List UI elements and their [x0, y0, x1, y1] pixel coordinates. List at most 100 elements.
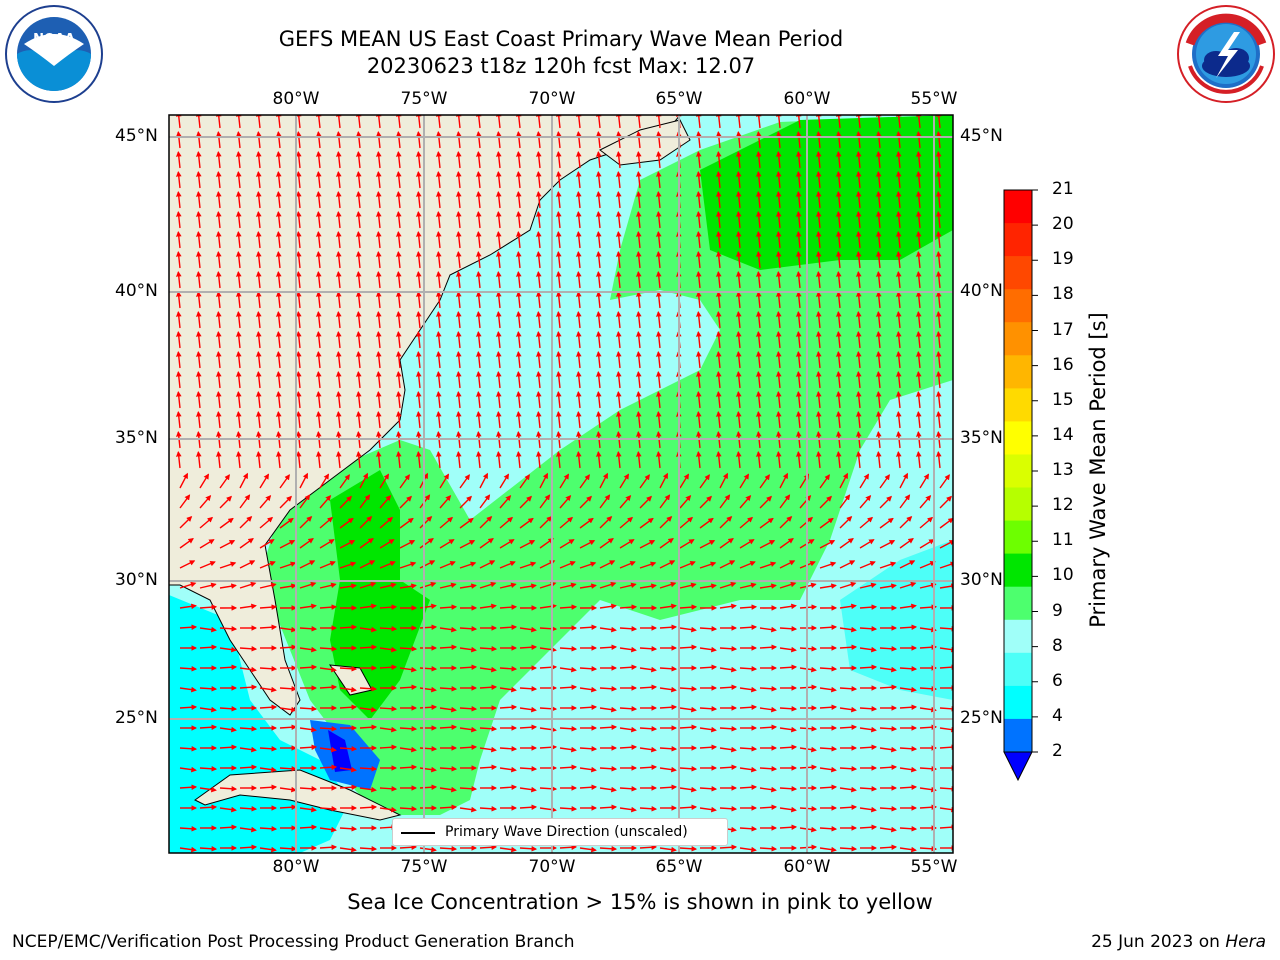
- wave-direction-arrow: [295, 270, 302, 289]
- wave-direction-arrow: [635, 310, 642, 329]
- wave-direction-arrow: [619, 473, 629, 489]
- wave-direction-arrow: [719, 538, 734, 549]
- lon-label-top-55w: 55°W: [910, 89, 958, 109]
- lon-label-bottom-60w: 60°W: [783, 857, 831, 877]
- wave-direction-arrow: [335, 290, 342, 309]
- wave-direction-arrow: [255, 250, 262, 269]
- wave-direction-arrow: [759, 474, 770, 489]
- wave-direction-arrow: [875, 270, 882, 289]
- wave-direction-arrow: [855, 170, 862, 189]
- wave-direction-arrow: [619, 539, 635, 549]
- chart-title: GEFS MEAN US East Coast Primary Wave Mea…: [278, 27, 844, 51]
- wave-direction-arrow: [195, 150, 202, 169]
- wave-direction-arrow: [795, 230, 802, 249]
- wave-direction-arrow: [715, 115, 722, 129]
- wave-direction-arrow: [375, 390, 382, 409]
- wave-direction-arrow: [715, 230, 722, 249]
- wave-direction-arrow: [595, 330, 602, 349]
- wave-direction-arrow: [795, 210, 802, 229]
- wave-direction-arrow: [255, 390, 262, 409]
- wave-direction-arrow: [215, 450, 222, 469]
- wave-direction-arrow: [575, 190, 582, 209]
- wave-direction-arrow: [555, 130, 562, 149]
- wave-direction-arrow: [815, 190, 822, 209]
- wave-direction-arrow: [495, 115, 502, 129]
- colorbar-segment: [1004, 355, 1032, 389]
- wave-direction-arrow: [755, 150, 762, 169]
- wave-direction-arrow: [735, 430, 742, 449]
- wave-direction-arrow: [735, 290, 742, 309]
- wave-direction-arrow: [379, 539, 395, 549]
- wave-direction-arrow: [915, 370, 922, 389]
- wave-direction-arrow: [815, 310, 822, 329]
- lon-label-bottom-55w: 55°W: [910, 857, 958, 877]
- wave-direction-arrow: [395, 310, 402, 329]
- wave-direction-arrow: [535, 430, 542, 449]
- wave-direction-arrow: [515, 270, 522, 289]
- wave-direction-arrow: [815, 390, 822, 409]
- wave-direction-arrow: [699, 495, 712, 509]
- colorbar-segment: [1004, 421, 1032, 455]
- wave-direction-arrow: [915, 115, 922, 129]
- wave-direction-arrow: [899, 516, 913, 529]
- wave-direction-arrow: [715, 310, 722, 329]
- wave-direction-arrow: [455, 250, 462, 269]
- wave-direction-arrow: [375, 210, 382, 229]
- wave-direction-arrow: [899, 560, 916, 569]
- wave-direction-arrow: [335, 330, 342, 349]
- wave-direction-arrow: [779, 560, 796, 569]
- wave-direction-arrow: [259, 539, 275, 549]
- wave-direction-arrow: [555, 270, 562, 289]
- wave-direction-arrow: [515, 190, 522, 209]
- wave-direction-arrow: [535, 290, 542, 309]
- wave-direction-arrow: [515, 310, 522, 329]
- wave-direction-arrow: [195, 430, 202, 449]
- wave-direction-arrow: [695, 190, 702, 209]
- wave-direction-arrow: [695, 390, 702, 409]
- wave-direction-arrow: [355, 170, 362, 189]
- wave-direction-arrow: [855, 350, 862, 369]
- legend-line-swatch: [401, 832, 435, 834]
- wave-direction-arrow: [839, 538, 854, 549]
- wave-direction-arrow: [515, 250, 522, 269]
- wave-direction-arrow: [275, 390, 282, 409]
- colorbar-tick-label: 16: [1052, 354, 1074, 375]
- wave-direction-arrow: [635, 430, 642, 449]
- wave-direction-arrow: [419, 538, 434, 549]
- wave-direction-arrow: [359, 472, 369, 489]
- wave-direction-arrow: [319, 516, 334, 529]
- wave-direction-arrow: [495, 210, 502, 229]
- wave-direction-arrow: [415, 370, 422, 389]
- wave-direction-arrow: [339, 583, 357, 589]
- wave-direction-arrow: [215, 290, 222, 309]
- wave-direction-arrow: [815, 150, 822, 169]
- wave-direction-arrow: [855, 410, 862, 429]
- wave-direction-arrow: [875, 115, 882, 129]
- wave-direction-arrow: [255, 150, 262, 169]
- wave-direction-arrow: [895, 115, 902, 129]
- wave-direction-arrow: [175, 410, 182, 429]
- wave-direction-arrow: [835, 170, 842, 189]
- wave-direction-arrow: [175, 390, 182, 409]
- wave-direction-arrow: [875, 170, 882, 189]
- wave-direction-arrow: [339, 495, 352, 509]
- wave-direction-arrow: [755, 430, 762, 449]
- noaa-logo: NOAA: [5, 5, 103, 103]
- wave-direction-arrow: [895, 170, 902, 189]
- wave-direction-arrow: [375, 190, 382, 209]
- wave-direction-arrow: [335, 130, 342, 149]
- wave-direction-arrow: [395, 410, 402, 429]
- wave-direction-arrow: [759, 495, 772, 509]
- wave-direction-arrow: [775, 410, 782, 429]
- wave-direction-arrow: [535, 190, 542, 209]
- wave-direction-arrow: [219, 583, 237, 589]
- wave-direction-arrow: [895, 310, 902, 329]
- wave-direction-arrow: [539, 516, 553, 529]
- lat-label-right-45n: 45°N: [960, 126, 1003, 146]
- wave-direction-arrow: [415, 190, 422, 209]
- wave-direction-arrow: [259, 561, 276, 569]
- wave-direction-arrow: [579, 539, 596, 549]
- wave-direction-arrow: [935, 310, 942, 329]
- lon-label-bottom-70w: 70°W: [528, 857, 576, 877]
- wave-direction-arrow: [775, 310, 782, 329]
